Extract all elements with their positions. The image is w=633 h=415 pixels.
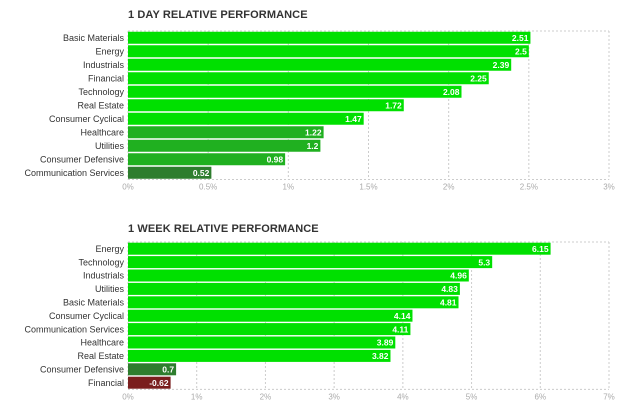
category-label: Industrials [83, 271, 125, 281]
bar [128, 72, 489, 85]
category-label: Technology [78, 257, 124, 267]
bar [128, 296, 459, 309]
bar [128, 99, 404, 112]
category-label: Energy [95, 244, 124, 254]
category-label: Consumer Defensive [40, 365, 124, 375]
day-chart-title: 1 DAY RELATIVE PERFORMANCE [128, 9, 308, 21]
category-label: Communication Services [24, 324, 124, 334]
value-label: 0.7 [162, 365, 174, 375]
x-tick-label: 2% [260, 392, 272, 401]
value-label: 4.83 [441, 284, 458, 294]
bar [128, 153, 286, 166]
value-label: 0.98 [267, 154, 284, 164]
category-label: Utilities [95, 141, 125, 151]
x-tick-label: 3% [328, 392, 340, 401]
day-performance-panel: 1 DAY RELATIVE PERFORMANCE 0% 0.5% 1% 1.5% 2… [0, 0, 633, 200]
x-tick-label: 0% [122, 392, 134, 401]
week-performance-chart: 0% 1% 2% 3% 4% 5% 6% 7% Energy 6.15 Technology 5.3 I… [24, 241, 615, 401]
bar [128, 126, 324, 139]
bar [128, 31, 531, 44]
category-label: Basic Materials [63, 33, 125, 43]
category-label: Healthcare [80, 338, 124, 348]
bar [128, 349, 391, 362]
bar [128, 112, 364, 125]
value-label: 4.81 [440, 298, 457, 308]
day-performance-chart: 0% 0.5% 1% 1.5% 2% 2.5% 3% Basic Materials 2.51 E… [24, 30, 615, 192]
value-label: 2.39 [493, 60, 510, 70]
x-tick-label: 1% [191, 392, 203, 401]
value-label: 6.15 [532, 244, 549, 254]
category-label: Energy [95, 46, 124, 56]
category-label: Real Estate [77, 100, 124, 110]
week-chart-title: 1 WEEK RELATIVE PERFORMANCE [128, 223, 319, 235]
value-label: 4.96 [450, 271, 467, 281]
bar [128, 256, 493, 269]
category-label: Basic Materials [63, 298, 125, 308]
bar [128, 336, 396, 349]
x-tick-label: 1% [283, 183, 295, 192]
bar [128, 363, 177, 376]
value-label: 3.82 [372, 351, 389, 361]
value-label: 2.51 [512, 33, 529, 43]
week-performance-panel: 1 WEEK RELATIVE PERFORMANCE 0% 1% 2% 3% 4% 5%… [0, 210, 633, 415]
category-label: Consumer Defensive [40, 154, 124, 164]
value-label: 1.2 [307, 141, 319, 151]
value-label: 2.5 [515, 46, 527, 56]
x-tick-label: 0.5% [199, 183, 217, 192]
value-label: 1.47 [345, 114, 362, 124]
value-label: 4.14 [394, 311, 411, 321]
category-label: Communication Services [24, 168, 124, 178]
value-label: 1.22 [305, 127, 322, 137]
value-label: 3.89 [377, 338, 394, 348]
bar [128, 139, 321, 152]
category-label: Consumer Cyclical [49, 114, 124, 124]
value-label: 5.3 [478, 257, 490, 267]
bar [128, 242, 551, 255]
bar [128, 376, 171, 389]
bar [128, 166, 212, 179]
x-tick-label: 6% [535, 392, 547, 401]
bar [128, 58, 512, 71]
value-label: 1.72 [385, 100, 402, 110]
bar [128, 323, 411, 336]
x-tick-label: 2.5% [520, 183, 538, 192]
value-label: 4.11 [392, 324, 408, 334]
category-label: Financial [88, 73, 124, 83]
category-label: Healthcare [80, 127, 124, 137]
x-tick-label: 2% [443, 183, 455, 192]
value-label: -0.62 [149, 378, 169, 388]
x-tick-label: 0% [122, 183, 134, 192]
category-label: Financial [88, 378, 124, 388]
x-tick-label: 5% [466, 392, 478, 401]
value-label: 2.08 [443, 87, 460, 97]
bar [128, 269, 469, 282]
x-tick-label: 1.5% [359, 183, 377, 192]
bar [128, 282, 460, 295]
x-tick-label: 4% [397, 392, 409, 401]
value-label: 2.25 [470, 73, 487, 83]
bar [128, 45, 529, 58]
bar [128, 85, 462, 98]
bar [128, 309, 413, 322]
category-label: Utilities [95, 284, 125, 294]
x-tick-label: 7% [603, 392, 615, 401]
value-label: 0.52 [193, 168, 210, 178]
category-label: Industrials [83, 60, 125, 70]
category-label: Real Estate [77, 351, 124, 361]
category-label: Technology [78, 87, 124, 97]
category-label: Consumer Cyclical [49, 311, 124, 321]
x-tick-label: 3% [603, 183, 615, 192]
